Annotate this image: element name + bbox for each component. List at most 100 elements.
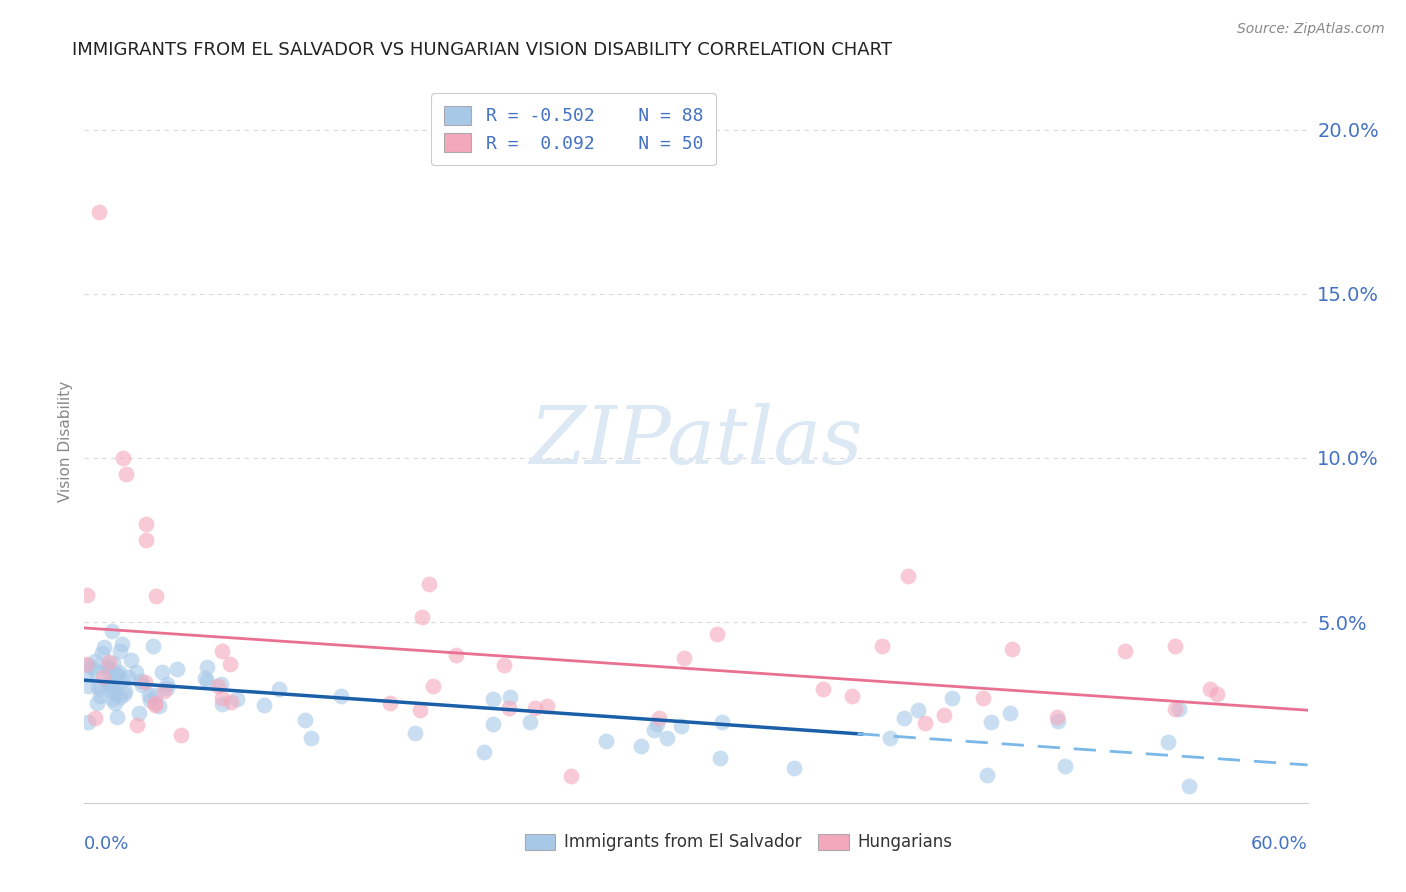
Point bbox=[595, 733, 617, 747]
Point bbox=[93, 670, 115, 684]
Point bbox=[330, 689, 353, 703]
Point bbox=[253, 698, 276, 712]
Point bbox=[77, 679, 100, 693]
Point bbox=[1054, 759, 1077, 773]
Text: 0.0%: 0.0% bbox=[84, 835, 129, 854]
Point bbox=[134, 675, 156, 690]
Point bbox=[1157, 734, 1180, 748]
Point bbox=[643, 723, 665, 737]
Point bbox=[115, 467, 138, 482]
Point bbox=[267, 681, 290, 696]
Point bbox=[897, 569, 920, 583]
Text: 60.0%: 60.0% bbox=[1251, 835, 1308, 854]
Point bbox=[1046, 710, 1069, 724]
Point bbox=[148, 698, 170, 713]
Point bbox=[100, 691, 122, 706]
Point bbox=[813, 681, 835, 696]
Point bbox=[783, 761, 806, 775]
Point bbox=[560, 769, 582, 783]
Point bbox=[128, 706, 150, 721]
Point bbox=[101, 656, 124, 670]
Point bbox=[1167, 702, 1189, 716]
Point bbox=[648, 711, 671, 725]
Point bbox=[112, 687, 135, 701]
Point bbox=[152, 683, 174, 698]
Text: ZIPatlas: ZIPatlas bbox=[529, 403, 863, 480]
Point bbox=[209, 676, 232, 690]
Point bbox=[195, 660, 218, 674]
Point bbox=[672, 650, 695, 665]
Point bbox=[498, 700, 520, 714]
Point bbox=[299, 731, 322, 745]
Point bbox=[170, 728, 193, 742]
Point bbox=[219, 657, 242, 671]
Point bbox=[870, 639, 893, 653]
Point bbox=[879, 731, 901, 745]
Point bbox=[114, 683, 136, 698]
Point bbox=[444, 648, 467, 663]
Point bbox=[907, 703, 929, 717]
Point bbox=[422, 679, 444, 693]
Point bbox=[143, 696, 166, 710]
Point bbox=[143, 698, 166, 713]
Point bbox=[706, 627, 728, 641]
Point bbox=[108, 690, 131, 704]
Point bbox=[1114, 644, 1136, 658]
Point bbox=[135, 533, 157, 547]
Point bbox=[998, 706, 1021, 721]
Y-axis label: Vision Disability: Vision Disability bbox=[58, 381, 73, 502]
Point bbox=[97, 660, 120, 674]
Point bbox=[84, 665, 107, 680]
Point bbox=[89, 689, 111, 703]
Point bbox=[87, 204, 110, 219]
Point bbox=[138, 689, 160, 703]
Point bbox=[97, 677, 120, 691]
Point bbox=[893, 711, 915, 725]
Bar bbox=[818, 834, 849, 850]
Point bbox=[519, 715, 541, 730]
Bar bbox=[524, 834, 555, 850]
Point bbox=[211, 690, 233, 705]
Point bbox=[100, 677, 122, 691]
Point bbox=[404, 726, 426, 740]
Point bbox=[104, 667, 127, 681]
Point bbox=[129, 673, 152, 688]
Point bbox=[710, 714, 733, 729]
Point bbox=[96, 660, 118, 674]
Point bbox=[111, 637, 134, 651]
Point bbox=[83, 654, 105, 668]
Point bbox=[101, 624, 124, 639]
Point bbox=[194, 671, 217, 685]
Point bbox=[108, 644, 131, 658]
Point bbox=[482, 717, 505, 731]
Point bbox=[111, 673, 134, 687]
Point bbox=[142, 639, 165, 653]
Point bbox=[111, 450, 134, 465]
Point bbox=[103, 684, 125, 698]
Point bbox=[98, 655, 121, 669]
Point bbox=[655, 731, 678, 745]
Point bbox=[499, 690, 522, 705]
Point bbox=[482, 692, 505, 706]
Point bbox=[1163, 702, 1185, 716]
Point bbox=[211, 644, 233, 658]
Point bbox=[914, 715, 936, 730]
Point bbox=[135, 516, 157, 531]
Point bbox=[524, 701, 547, 715]
Point bbox=[143, 688, 166, 702]
Point bbox=[104, 687, 127, 701]
Point bbox=[90, 646, 112, 660]
Point bbox=[411, 610, 433, 624]
Point bbox=[294, 713, 316, 727]
Point bbox=[86, 696, 108, 710]
Point bbox=[107, 665, 129, 680]
Point bbox=[841, 690, 863, 704]
Point bbox=[669, 719, 692, 733]
Point bbox=[166, 662, 188, 676]
Point bbox=[1178, 780, 1201, 794]
Point bbox=[80, 659, 103, 673]
Point bbox=[86, 680, 108, 694]
Point bbox=[124, 665, 146, 679]
Point bbox=[76, 657, 98, 672]
Point bbox=[1000, 641, 1022, 656]
